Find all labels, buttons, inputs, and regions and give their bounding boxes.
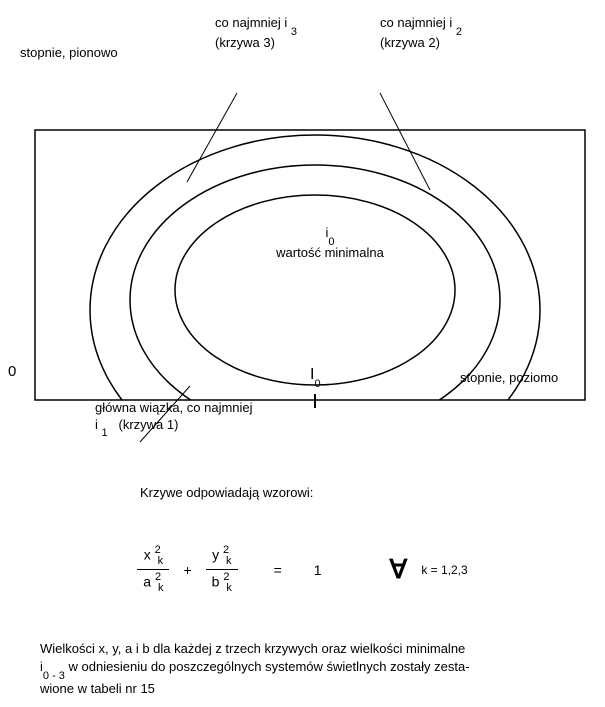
bottom-note: Wielkości x, y, a i b dla każdej z trzec… — [40, 640, 570, 698]
var: y — [212, 547, 219, 563]
figure-container: stopnie, pionowo co najmniej i 3 (krzywa… — [0, 0, 605, 707]
var: b — [212, 574, 220, 590]
text: (krzywa 3) — [215, 35, 275, 50]
fraction-2: y 2k b 2k — [206, 545, 238, 594]
text: (krzywa 1) — [118, 417, 178, 432]
text: co najmniej i — [215, 15, 287, 30]
label-center: i0 wartość minimalna — [260, 225, 400, 262]
label-curve3: co najmniej i 3 (krzywa 3) — [215, 15, 297, 52]
text: co najmniej i — [380, 15, 452, 30]
text: wione w tabeli nr 15 — [40, 681, 155, 696]
label-stopnie-poziomo: stopnie, poziomo — [460, 370, 558, 387]
subscript: 0 — [314, 378, 320, 390]
var: a — [143, 574, 151, 590]
equals: = — [274, 562, 282, 578]
text: Wielkości x, y, a i b dla każdej z trzec… — [40, 641, 465, 656]
var: x — [144, 547, 151, 563]
text: stopnie, poziomo — [460, 370, 558, 385]
formula-equation: x 2k a 2k + y 2k b 2k = — [0, 545, 605, 594]
fraction-1: x 2k a 2k — [137, 545, 169, 594]
label-stopnie-pionowo: stopnie, pionowo — [20, 45, 118, 62]
text: stopnie, pionowo — [20, 45, 118, 60]
text: Krzywe odpowiadają wzorowi: — [140, 485, 313, 500]
forall-symbol: ∀ — [390, 554, 408, 585]
label-curve2: co najmniej i 2 (krzywa 2) — [380, 15, 462, 52]
label-curve1: główna wiązka, co najmniej i 1 (krzywa 1… — [95, 400, 253, 437]
plus: + — [183, 562, 191, 578]
text: i — [95, 417, 98, 432]
subscript: 0 - 3 — [43, 670, 65, 682]
subscript: 3 — [291, 26, 297, 38]
text: (krzywa 2) — [380, 35, 440, 50]
text: główna wiązka, co najmniej — [95, 400, 253, 415]
text: w odniesieniu do poszczególnych systemów… — [69, 659, 470, 674]
k-values: k = 1,2,3 — [421, 563, 467, 577]
diagram-svg — [25, 90, 595, 450]
label-I0: I0 — [310, 365, 321, 387]
subscript: 2 — [456, 26, 462, 38]
formula-intro: Krzywe odpowiadają wzorowi: — [140, 485, 313, 502]
subscript: 1 — [102, 427, 108, 439]
subscript: 0 — [328, 236, 334, 248]
text: 0 — [8, 363, 16, 380]
axis-origin-zero: 0 — [8, 362, 16, 382]
one: 1 — [314, 562, 322, 578]
